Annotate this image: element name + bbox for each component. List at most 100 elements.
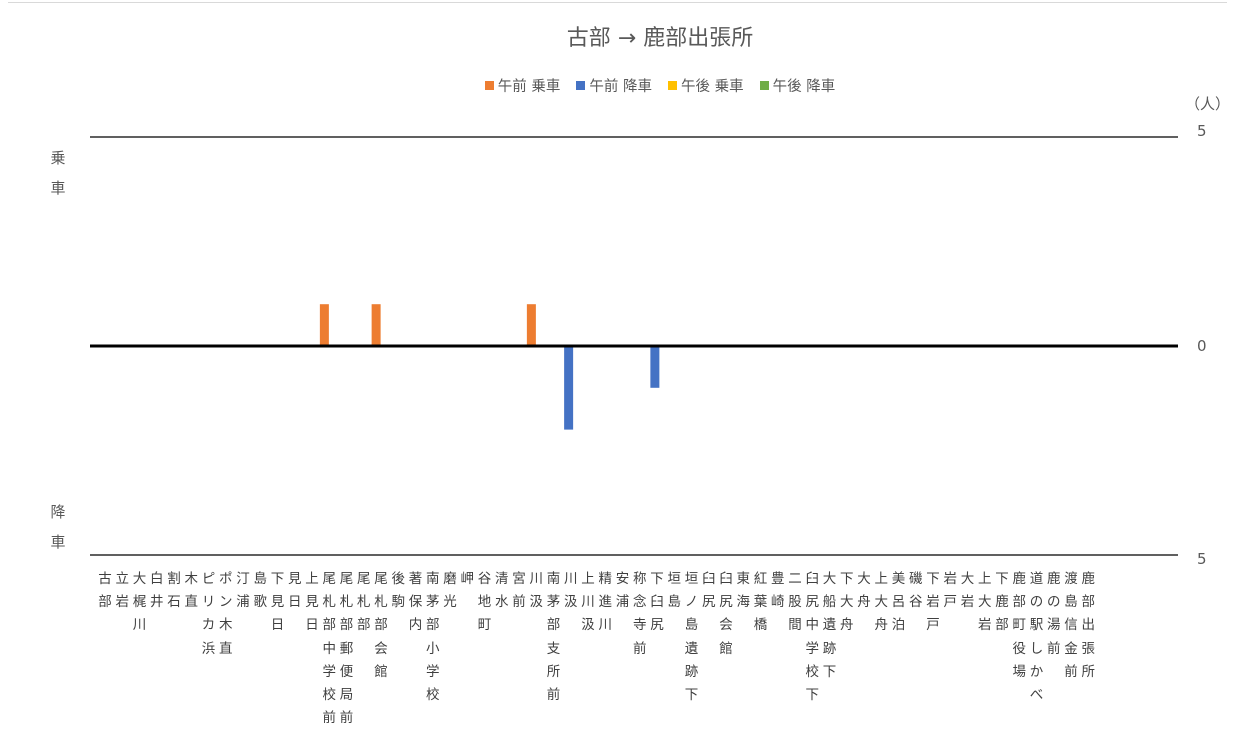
x-category-char: 部 xyxy=(322,617,337,634)
x-category-char: 念 xyxy=(633,594,647,611)
x-category-char: 学 xyxy=(322,663,337,680)
x-category-char: 金 xyxy=(1064,640,1078,657)
x-category-char: 臼 xyxy=(650,594,664,611)
x-category-label: 磯谷 xyxy=(907,568,924,614)
x-category-label: 下岩戸 xyxy=(925,568,942,638)
chart-title: 古部 → 鹿部出張所 xyxy=(566,26,754,51)
x-category-char: 磨 xyxy=(443,571,457,587)
x-category-char: 日 xyxy=(270,617,285,634)
x-category-char: 間 xyxy=(788,617,802,634)
x-category-char: 浜 xyxy=(201,640,216,657)
x-category-char: 井 xyxy=(150,594,164,611)
x-category-char: 岩 xyxy=(943,571,958,587)
x-category-char: 見 xyxy=(270,594,285,611)
x-category-char: 前 xyxy=(339,710,354,727)
x-category-char: 臼 xyxy=(805,571,820,587)
x-category-char: 前 xyxy=(1064,663,1078,680)
x-category-char: 町 xyxy=(477,617,492,634)
x-category-label: 著保内 xyxy=(407,568,424,638)
x-category-char: 岩 xyxy=(115,594,130,611)
x-category-label: 豊崎 xyxy=(769,568,786,614)
x-category-char: 宮 xyxy=(512,571,526,587)
x-category-label: 大岩 xyxy=(959,568,976,614)
legend-item: 午後 乗車 xyxy=(668,75,744,96)
x-category-char: 泊 xyxy=(891,617,906,634)
legend-label: 午前 降車 xyxy=(589,79,652,95)
x-category-char: 割 xyxy=(167,571,181,587)
x-category-label: 臼尻中学校下 xyxy=(804,568,821,707)
x-category-char: 南 xyxy=(426,571,440,587)
x-category-char: 札 xyxy=(339,594,354,611)
x-category-label: 鹿の湯前 xyxy=(1045,568,1062,661)
x-category-char: 川 xyxy=(581,594,595,611)
x-category-char: 所 xyxy=(546,663,561,680)
x-category-char: 進 xyxy=(598,594,613,611)
x-category-char: 梶 xyxy=(132,594,147,611)
x-category-char: 上 xyxy=(978,571,992,587)
board-axis-label-char: 乗 xyxy=(50,149,66,167)
x-category-char: 中 xyxy=(322,640,337,657)
x-category-char: 海 xyxy=(736,594,751,611)
x-category-char: 見 xyxy=(305,594,319,611)
x-category-char: 地 xyxy=(477,594,492,611)
x-category-label: 称念寺前 xyxy=(631,568,648,661)
x-category-char: 谷 xyxy=(909,594,923,611)
x-category-label: 臼尻 xyxy=(700,568,717,614)
x-category-label: 尾札部 xyxy=(355,568,372,638)
x-category-char: 紅 xyxy=(753,571,768,587)
x-category-char: 川 xyxy=(598,617,613,634)
x-category-label: 大船遺跡下 xyxy=(821,568,838,684)
x-category-char: 岩 xyxy=(960,594,975,611)
x-category-char: 会 xyxy=(374,640,388,657)
x-category-label: 東海 xyxy=(735,568,752,614)
x-category-label: 美呂泊 xyxy=(890,568,907,638)
x-category-char: 上 xyxy=(305,571,319,587)
x-category-char: 島 xyxy=(253,571,268,587)
x-category-char: 上 xyxy=(581,571,595,587)
x-category-char: 前 xyxy=(546,686,561,703)
x-category-label: 二股間 xyxy=(787,568,804,638)
x-category-char: 鹿 xyxy=(1047,571,1061,587)
x-category-char: 島 xyxy=(667,594,682,611)
y-tick-label: 5 xyxy=(1197,122,1207,140)
x-category-char: 校 xyxy=(426,686,440,703)
x-category-label: 尾札部郵便局前 xyxy=(338,568,355,730)
x-category-char: 大 xyxy=(978,594,992,611)
x-category-char: 所 xyxy=(1081,663,1096,680)
x-category-char: 川 xyxy=(132,617,147,634)
x-category-char: カ xyxy=(201,617,216,634)
legend-label: 午後 乗車 xyxy=(681,79,744,95)
x-category-label: 紅葉橋 xyxy=(752,568,769,638)
x-category-label: 上見日 xyxy=(304,568,321,638)
x-category-char: 遺 xyxy=(822,617,837,634)
y-tick-label: 5 xyxy=(1197,550,1207,568)
x-category-char: 尻 xyxy=(805,594,820,611)
x-category-char: 寺 xyxy=(633,617,647,634)
x-category-char: 大 xyxy=(822,571,837,587)
legend-item: 午前 乗車 xyxy=(484,75,560,96)
x-category-char: 南 xyxy=(546,571,561,587)
x-category-char: 安 xyxy=(615,571,630,587)
legend-swatch xyxy=(576,81,586,90)
x-category-char: 大 xyxy=(857,571,871,587)
x-category-char: 尻 xyxy=(702,594,716,611)
x-category-char: 呂 xyxy=(891,594,906,611)
x-category-label: 宮前 xyxy=(511,568,528,614)
x-category-char: 出 xyxy=(1081,617,1096,634)
x-category-label: 垣島 xyxy=(666,568,683,614)
x-category-char: 称 xyxy=(633,571,647,587)
x-category-char: 汲 xyxy=(529,594,544,611)
x-category-label: 精進川 xyxy=(597,568,614,638)
x-category-char: 校 xyxy=(805,663,820,680)
x-category-char: 役 xyxy=(1012,640,1027,657)
x-category-char: 保 xyxy=(408,594,423,611)
x-category-char: べ xyxy=(1029,686,1044,703)
x-category-char: 学 xyxy=(805,640,820,657)
x-category-label: 大舟 xyxy=(856,568,873,614)
x-category-label: 垣ノ島遺跡下 xyxy=(683,568,700,707)
x-category-char: 札 xyxy=(374,594,388,611)
x-category-char: 川 xyxy=(529,571,544,587)
x-category-label: 道の駅しかべ xyxy=(1028,568,1045,707)
x-category-char: 下 xyxy=(995,571,1009,587)
x-category-char: 尾 xyxy=(374,571,388,587)
